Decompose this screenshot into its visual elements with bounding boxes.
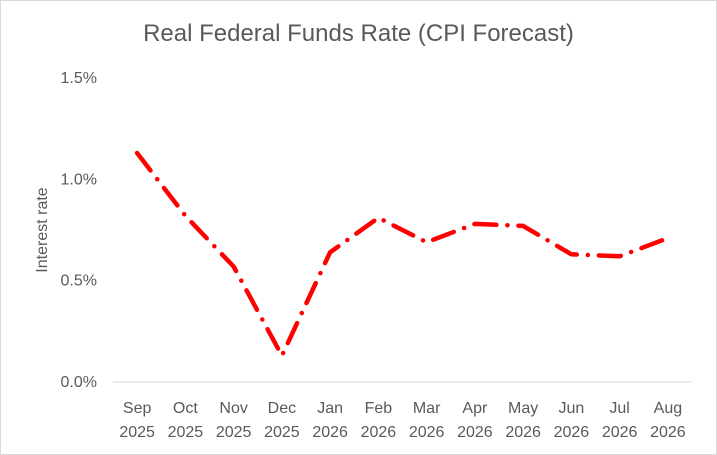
y-tick-label: 1.5% (61, 70, 97, 87)
x-tick-label: Jul 2026 (602, 400, 638, 441)
x-tick-label: Apr 2026 (457, 400, 493, 441)
y-tick-label: 1.0% (61, 171, 97, 188)
x-tick-label: Jun 2026 (554, 400, 590, 441)
x-tick-label: Mar 2026 (409, 400, 445, 441)
series-line (134, 150, 671, 358)
x-tick-label: Aug 2026 (650, 400, 686, 441)
x-tick-label: Oct 2025 (168, 400, 204, 441)
y-axis-label: Interest rate (34, 187, 51, 272)
x-tick-label: Sep 2025 (119, 400, 155, 441)
x-axis: Sep 2025 Oct 2025 Nov 2025 Dec 2025 Jan 2026 Feb 20… (119, 400, 685, 441)
chart-title: Real Federal Funds Rate (CPI Forecast) (143, 20, 574, 47)
y-axis: 0.0% 0.5% 1.0% 1.5% (61, 70, 97, 391)
x-tick-label: Nov 2025 (216, 400, 252, 441)
series-group (134, 150, 671, 358)
y-tick-label: 0.0% (61, 374, 97, 391)
x-tick-label: May 2026 (505, 400, 541, 441)
x-tick-label: Dec 2025 (264, 400, 300, 441)
x-tick-label: Feb 2026 (361, 400, 397, 441)
x-tick-label: Jan 2026 (312, 400, 348, 441)
y-tick-label: 0.5% (61, 273, 97, 290)
